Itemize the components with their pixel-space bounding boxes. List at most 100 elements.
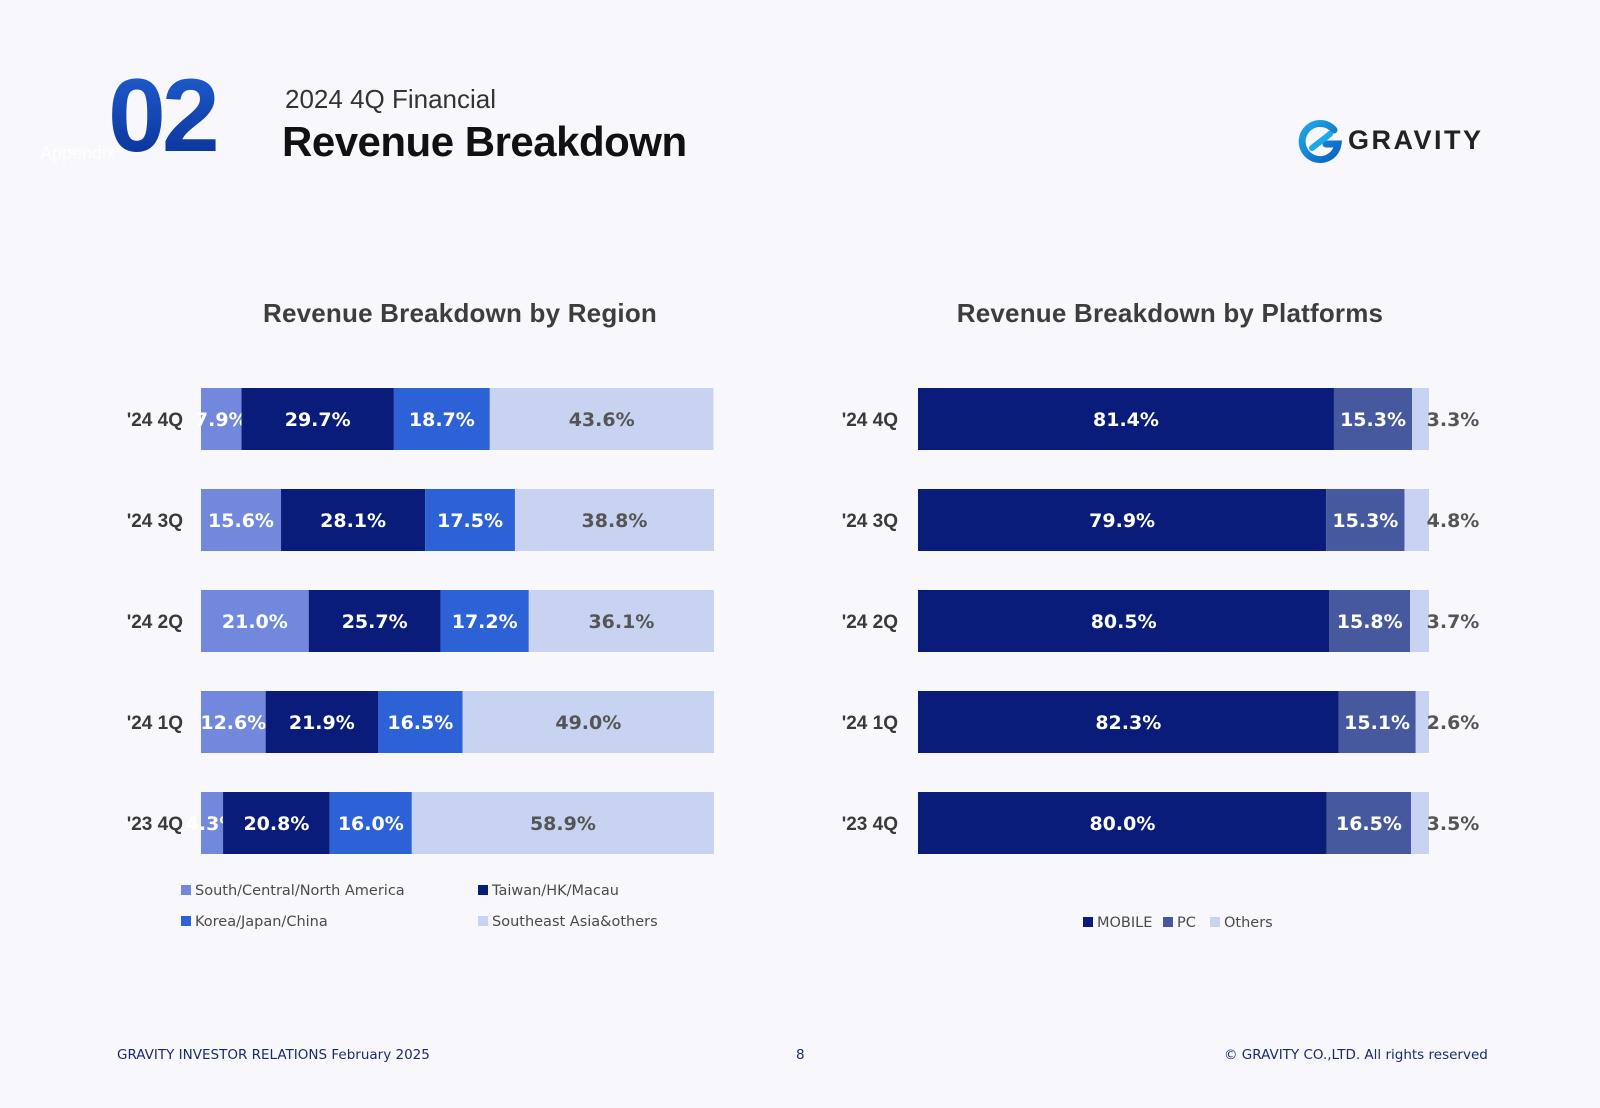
platform-data-label: 2.6% <box>1427 712 1480 734</box>
page-title: Revenue Breakdown <box>282 118 687 165</box>
region-data-label: 7.9% <box>195 409 248 431</box>
gravity-logo-text: GRAVITY <box>1348 125 1484 155</box>
platform-bar-segment <box>1329 590 1411 652</box>
region-bar-segment <box>377 691 463 753</box>
region-category-label: '23 4Q <box>127 814 183 835</box>
legend-label: Korea/Japan/China <box>195 914 328 930</box>
platform-bar-segment <box>918 792 1327 854</box>
legend-item: Korea/Japan/China <box>181 914 328 930</box>
region-data-label: 38.8% <box>582 510 648 532</box>
platform-bar-segment <box>1411 792 1429 854</box>
legend-swatch <box>1083 917 1093 927</box>
region-bar-segment <box>393 388 490 450</box>
platform-bar-segment <box>1410 590 1429 652</box>
legend-item: Southeast Asia&others <box>478 914 658 930</box>
region-data-label: 49.0% <box>555 712 621 734</box>
platform-bar-segment <box>1412 388 1429 450</box>
legend-label: South/Central/North America <box>195 883 405 899</box>
region-data-label: 18.7% <box>409 409 475 431</box>
legend-item: South/Central/North America <box>181 883 405 899</box>
legend-swatch <box>1163 917 1173 927</box>
platform-data-label: 82.3% <box>1095 712 1161 734</box>
region-bar-segment <box>329 792 412 854</box>
region-category-label: '24 2Q <box>127 612 183 633</box>
region-data-label: 25.7% <box>342 611 408 633</box>
region-bar-segment <box>201 388 242 450</box>
legend-swatch <box>1210 917 1220 927</box>
legend-item: Others <box>1210 915 1273 931</box>
region-bar-segment <box>440 590 529 652</box>
region-bar-segment <box>265 691 378 753</box>
region-bar-segment <box>425 489 515 551</box>
region-category-label: '24 1Q <box>127 713 183 734</box>
region-data-label: 15.6% <box>208 510 274 532</box>
platform-data-label: 15.1% <box>1344 712 1410 734</box>
platform-data-label: 15.3% <box>1340 409 1406 431</box>
legend-swatch <box>478 916 488 926</box>
region-bar-segment <box>308 590 441 652</box>
platform-data-label: 3.3% <box>1427 409 1480 431</box>
region-data-label: 21.9% <box>289 712 355 734</box>
platform-data-label: 80.0% <box>1089 813 1155 835</box>
region-data-label: 43.6% <box>569 409 635 431</box>
slide-header: Appendix 02 2024 4Q Financial Revenue Br… <box>0 0 1600 200</box>
legend-item: Taiwan/HK/Macau <box>478 883 619 899</box>
region-data-label: 36.1% <box>588 611 654 633</box>
legend-swatch <box>478 885 488 895</box>
platform-bar-segment <box>1338 691 1416 753</box>
platform-category-label: '23 4Q <box>842 814 898 835</box>
platform-bar-segment <box>918 691 1339 753</box>
platform-chart-title: Revenue Breakdown by Platforms <box>956 298 1384 328</box>
legend-label: PC <box>1177 915 1196 931</box>
region-chart-title: Revenue Breakdown by Region <box>262 298 658 328</box>
region-bar-segment <box>201 792 224 854</box>
legend-label: Others <box>1224 915 1273 931</box>
region-category-label: '24 4Q <box>127 410 183 431</box>
region-bar-segment <box>201 489 282 551</box>
platform-bar-segment <box>918 590 1330 652</box>
platform-data-label: 79.9% <box>1089 510 1155 532</box>
region-data-label: 29.7% <box>285 409 351 431</box>
gravity-logo: GRAVITY <box>1296 118 1486 166</box>
platform-category-label: '24 3Q <box>842 511 898 532</box>
platform-data-label: 16.5% <box>1336 813 1402 835</box>
platform-category-label: '24 4Q <box>842 410 898 431</box>
legend-label: Taiwan/HK/Macau <box>492 883 619 899</box>
region-category-label: '24 3Q <box>127 511 183 532</box>
platform-bar-segment <box>1415 691 1429 753</box>
section-ghost-label: Appendix <box>40 143 116 163</box>
platform-data-label: 15.3% <box>1332 510 1398 532</box>
region-data-label: 17.5% <box>437 510 503 532</box>
region-bar-segment <box>462 691 714 753</box>
region-data-label: 58.9% <box>530 813 596 835</box>
platform-data-label: 3.5% <box>1427 813 1480 835</box>
platform-data-label: 81.4% <box>1093 409 1159 431</box>
region-data-label: 21.0% <box>222 611 288 633</box>
page-subtitle: 2024 4Q Financial <box>285 84 497 114</box>
footer-left: GRAVITY INVESTOR RELATIONS February 2025 <box>117 1047 430 1063</box>
platform-data-label: 15.8% <box>1337 611 1403 633</box>
region-data-label: 28.1% <box>320 510 386 532</box>
legend-label: MOBILE <box>1097 915 1153 931</box>
region-data-label: 12.6% <box>200 712 266 734</box>
region-data-label: 17.2% <box>452 611 518 633</box>
region-bar-segment <box>281 489 426 551</box>
platform-bar-segment <box>918 388 1334 450</box>
region-bar-segment <box>489 388 714 450</box>
legend-swatch <box>181 885 191 895</box>
platform-data-label: 3.7% <box>1427 611 1480 633</box>
platform-data-label: 4.8% <box>1427 510 1480 532</box>
legend-item: MOBILE <box>1083 915 1152 931</box>
region-bar-segment <box>411 792 714 854</box>
platform-bar-segment <box>1326 792 1412 854</box>
region-bar-segment <box>201 590 309 652</box>
legend-item: PC <box>1163 915 1196 931</box>
region-bar-segment <box>201 691 266 753</box>
footer-page-number: 8 <box>796 1047 805 1063</box>
platform-bar-segment <box>1404 489 1429 551</box>
region-bar-segment <box>241 388 394 450</box>
region-data-label: 20.8% <box>243 813 309 835</box>
region-bar-segment <box>223 792 330 854</box>
legend-label: Southeast Asia&others <box>492 914 658 930</box>
